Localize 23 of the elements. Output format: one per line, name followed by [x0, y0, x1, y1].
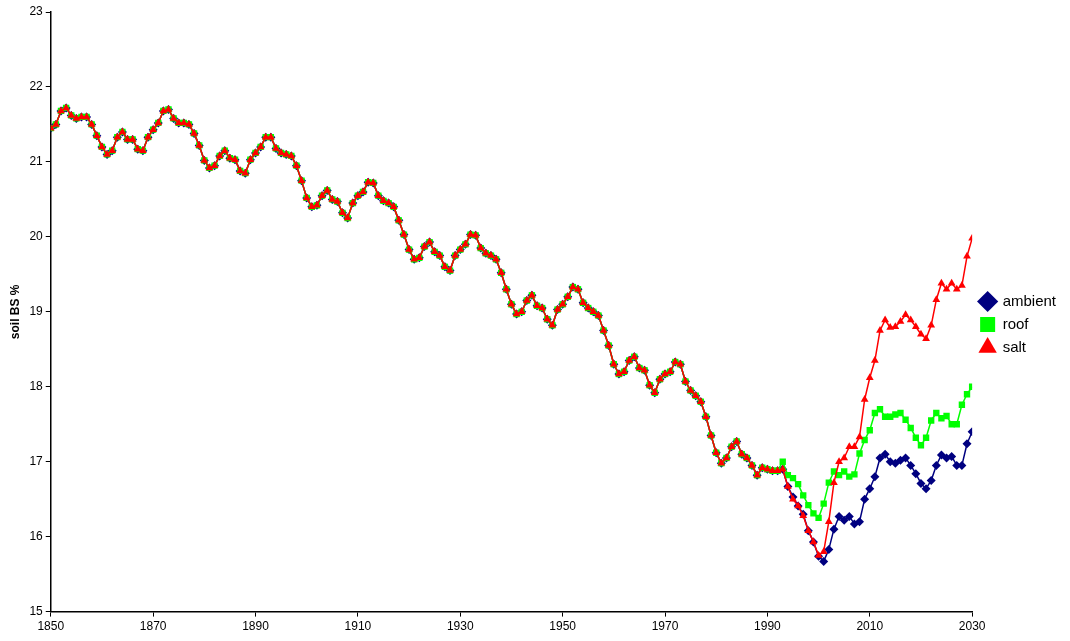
x-tick-label: 1910	[344, 619, 372, 634]
y-tick-label: 19	[29, 304, 44, 319]
legend-label: salt	[1002, 337, 1027, 355]
y-tick-label: 17	[29, 454, 44, 469]
legend-label: roof	[1002, 314, 1030, 332]
x-tick-label: 1950	[549, 619, 577, 634]
y-tick-label: 21	[29, 154, 44, 169]
y-tick-label: 20	[29, 229, 44, 244]
y-tick-label: 16	[29, 528, 44, 543]
x-tick-label: 1890	[242, 619, 270, 634]
y-axis-title: soil BS %	[7, 284, 22, 340]
y-tick-label: 23	[29, 4, 44, 19]
x-tick-label: 1970	[651, 619, 679, 634]
x-tick-label: 1870	[139, 619, 167, 634]
legend-label: ambient	[1002, 291, 1057, 309]
x-tick-label: 1990	[754, 619, 782, 634]
y-tick-label: 22	[29, 79, 44, 94]
x-tick-label: 2010	[856, 619, 884, 634]
x-tick-label: 2030	[958, 619, 986, 634]
y-tick-label: 15	[29, 603, 44, 618]
x-tick-label: 1930	[446, 619, 474, 634]
y-tick-label: 18	[29, 379, 44, 394]
x-tick-label: 1850	[37, 619, 65, 634]
